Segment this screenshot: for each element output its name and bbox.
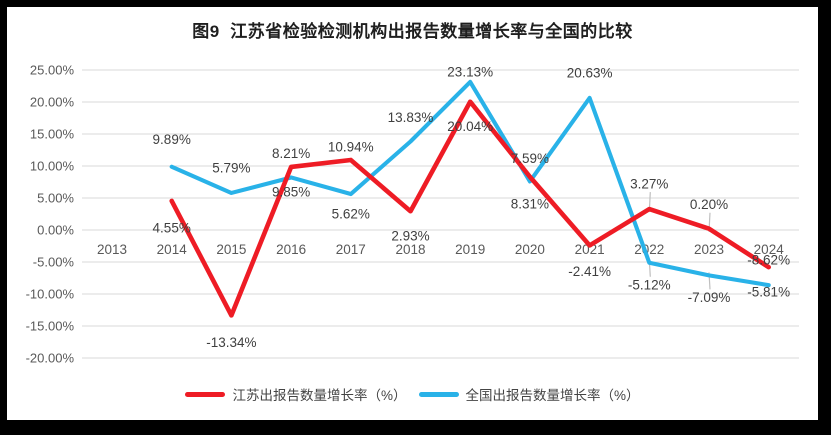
data-label-jiangsu: 9.85% [272,184,310,199]
data-label-jiangsu: 4.55% [153,220,191,235]
x-tick-label: 2014 [157,242,188,257]
x-tick-label: 2013 [97,242,127,257]
y-tick-label: 0.00% [37,223,74,238]
series-line-jiangsu [169,99,772,318]
chart-legend: 江苏出报告数量增长率（%） 全国出报告数量增长率（%） [7,384,818,404]
data-label-jiangsu: 8.31% [511,196,549,211]
x-tick-label: 2016 [276,242,306,257]
data-label-jiangsu: 10.94% [328,139,374,154]
y-tick-label: -15.00% [26,319,75,334]
y-tick-label: 5.00% [37,191,74,206]
x-tick-label: 2021 [575,242,605,257]
y-tick-label: 20.00% [30,95,75,110]
data-label-jiangsu: 0.20% [690,197,728,212]
data-label-national: 5.79% [212,160,250,175]
y-tick-label: -10.00% [26,287,75,302]
data-label-national: 8.21% [272,146,310,161]
y-tick-label: 25.00% [30,63,75,78]
data-label-national: 5.62% [332,207,370,222]
data-label-jiangsu: 20.04% [447,119,493,134]
x-tick-label: 2018 [395,242,425,257]
x-tick-label: 2020 [515,242,545,257]
legend-item-national: 全国出报告数量增长率（%） [418,384,640,404]
y-tick-label: 15.00% [30,127,75,142]
legend-swatch-jiangsu-line [185,391,226,397]
data-label-jiangsu: 3.27% [630,177,668,192]
x-tick-label: 2023 [694,242,724,257]
data-label-national: 20.63% [567,65,613,80]
data-label-national: 13.83% [388,110,434,125]
series-line-national [169,79,771,288]
data-label-national: -5.12% [628,277,671,292]
legend-label-jiangsu: 江苏出报告数量增长率（%） [232,388,407,403]
chart-title: 图9 江苏省检验检测机构出报告数量增长率与全国的比较 [192,22,633,41]
data-label-national: -8.62% [747,253,790,268]
legend-swatch-national-line [418,391,459,397]
x-tick-label: 2024 [754,242,785,257]
data-label-national: 9.89% [153,132,191,147]
x-tick-label: 2015 [216,242,246,257]
y-tick-label: -5.00% [33,255,75,270]
data-label-jiangsu: -13.34% [206,335,256,350]
legend-label-national: 全国出报告数量增长率（%） [465,388,640,403]
x-tick-label: 2019 [455,242,485,257]
data-label-jiangsu: 2.93% [391,229,429,244]
x-tick-label: 2022 [634,242,664,257]
data-label-national: -7.09% [688,290,731,305]
y-tick-label: 10.00% [30,159,75,174]
data-label-national: 23.13% [447,64,493,79]
y-tick-label: -20.00% [26,351,75,366]
data-label-jiangsu: -5.81% [747,285,790,300]
legend-item-jiangsu: 江苏出报告数量增长率（%） [185,384,407,404]
chart-panel [7,7,818,420]
x-tick-label: 2017 [336,242,366,257]
data-label-national: 7.59% [511,151,549,166]
data-label-jiangsu: -2.41% [568,264,611,279]
